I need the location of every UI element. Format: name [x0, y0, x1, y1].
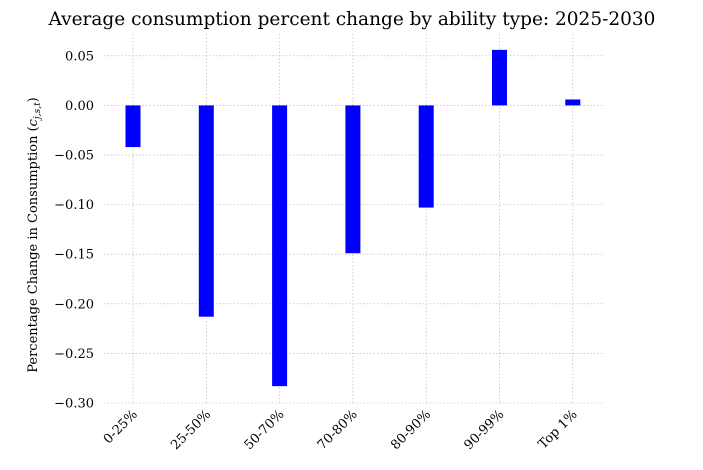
- y-axis-label-math-subscript: j,s,t: [33, 102, 43, 121]
- bar-25-50-: [198, 105, 214, 317]
- bar-90-99-: [492, 49, 507, 106]
- bar-top-1-: [565, 99, 581, 106]
- x-tick-label: Top 1%: [536, 407, 581, 452]
- y-tick-label: −0.10: [54, 198, 94, 213]
- y-axis-label: Percentage Change in Consumption (cj,s,t…: [26, 97, 43, 373]
- bar-70-80-: [345, 105, 361, 254]
- bars: [125, 49, 581, 387]
- bar-0-25-: [125, 105, 141, 148]
- bar-50-70-: [272, 105, 288, 387]
- y-axis-label-math-base: c: [26, 118, 41, 126]
- y-tick-label: −0.25: [54, 347, 94, 362]
- x-tick-labels: 0-25% 25-50% 50-70% 70-80% 80-90% 90-99% Top 1…: [101, 407, 581, 453]
- chart-title: Average consumption percent change by ab…: [48, 9, 656, 30]
- x-tick-label: 0-25%: [101, 407, 141, 447]
- x-tick-label: 70-80%: [315, 407, 361, 453]
- y-axis-label-close: ): [26, 97, 41, 102]
- y-tick-label: −0.30: [54, 397, 94, 412]
- x-tick-label: 90-99%: [461, 407, 507, 453]
- x-tick-label: 50-70%: [242, 407, 288, 453]
- y-tick-labels: 0.05 0.00 −0.05 −0.10 −0.15 −0.20 −0.25 −0.30: [54, 49, 94, 411]
- y-tick-label: 0.00: [65, 99, 94, 114]
- y-axis-label-text: Percentage Change in Consumption (: [26, 126, 41, 372]
- bar-80-90-: [418, 105, 434, 208]
- y-tick-label: −0.05: [54, 149, 94, 164]
- x-tick-label: 25-50%: [168, 407, 214, 453]
- x-tick-label: 80-90%: [388, 407, 434, 453]
- y-tick-label: −0.20: [54, 297, 94, 312]
- y-tick-label: −0.15: [54, 248, 94, 263]
- y-tick-label: 0.05: [65, 49, 94, 64]
